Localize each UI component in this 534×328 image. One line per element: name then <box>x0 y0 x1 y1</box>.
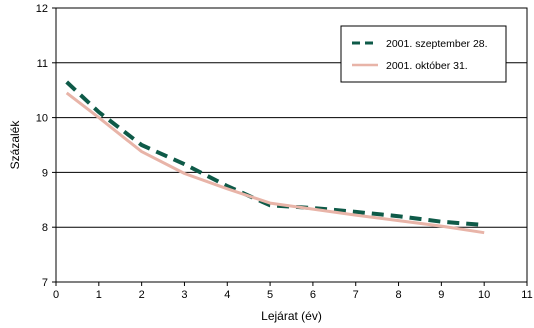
x-tick-label: 3 <box>181 289 187 301</box>
series-line-2 <box>65 91 485 235</box>
x-tick-label: 7 <box>353 289 359 301</box>
legend: 2001. szeptember 28. 2001. október 31. <box>340 25 507 83</box>
plot-area-frame <box>55 7 528 283</box>
x-tick-label: 2 <box>139 289 145 301</box>
x-tick-label: 10 <box>478 289 490 301</box>
series-line-1 <box>65 80 485 227</box>
x-tick-label: 6 <box>310 289 316 301</box>
y-tick-label: 12 <box>36 3 48 15</box>
legend-box <box>340 25 507 83</box>
series-lines <box>65 80 485 235</box>
x-axis-title: Lejárat (év) <box>261 309 322 323</box>
x-tick-label: 1 <box>96 289 102 301</box>
y-tick-label: 8 <box>42 222 48 234</box>
x-tick-label: 8 <box>395 289 401 301</box>
x-tick-label: 5 <box>267 289 273 301</box>
y-tick-label: 9 <box>42 167 48 179</box>
y-tick-label: 11 <box>37 58 48 70</box>
legend-label-series-1: 2001. szeptember 28. <box>386 38 488 50</box>
y-axis-title: Százalék <box>8 120 22 170</box>
y-tick-label: 7 <box>42 277 48 289</box>
x-tick-label: 4 <box>224 289 230 301</box>
gridlines <box>56 62 527 228</box>
legend-label-series-2: 2001. október 31. <box>386 60 468 72</box>
x-tick-label: 9 <box>438 289 444 301</box>
x-tick-label: 0 <box>53 289 59 301</box>
x-tick-label: 11 <box>521 289 532 301</box>
y-tick-label: 10 <box>36 113 48 125</box>
